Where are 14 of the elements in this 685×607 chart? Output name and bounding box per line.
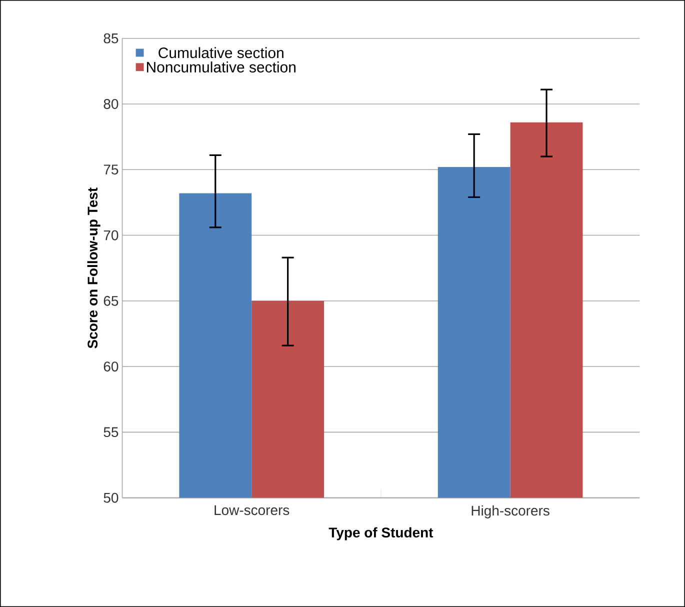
y-tick-label: 75 bbox=[104, 164, 118, 174]
y-tick-label: 65 bbox=[104, 296, 118, 306]
x-axis-title: Type of Student bbox=[328, 527, 434, 540]
y-tick-label: 55 bbox=[104, 427, 118, 438]
legend-label: Cumulative section bbox=[158, 47, 284, 58]
y-axis-title: Score on Follow-up Test bbox=[87, 188, 100, 348]
x-tick-label: High-scorers bbox=[472, 505, 550, 518]
y-tick-label: 60 bbox=[104, 362, 118, 372]
y-tick-label: 80 bbox=[104, 98, 118, 109]
y-tick-label: 50 bbox=[104, 492, 118, 503]
x-tick-label: Low-scorers bbox=[214, 505, 290, 516]
y-tick-label: 70 bbox=[104, 230, 118, 240]
y-tick-label: 85 bbox=[104, 33, 118, 44]
legend-label: Noncumulative section bbox=[146, 61, 296, 72]
